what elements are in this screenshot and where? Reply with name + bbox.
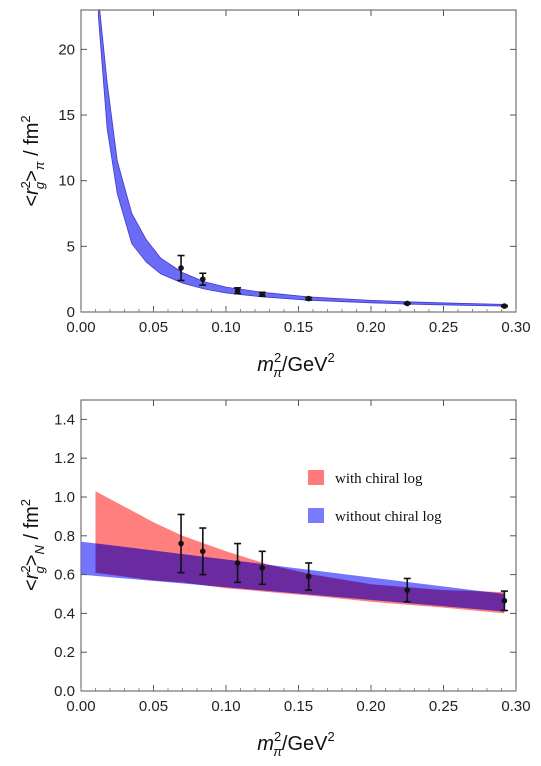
x-tick-label: 0.25 <box>429 319 458 336</box>
data-marker <box>200 276 206 282</box>
x-tick-label: 0.20 <box>356 698 385 715</box>
x-tick-label: 0.15 <box>284 698 313 715</box>
fit-band <box>98 10 505 307</box>
data-point <box>500 590 508 612</box>
data-point <box>305 295 313 302</box>
data-point <box>234 542 242 584</box>
y-tick-label: 0.4 <box>54 605 75 622</box>
pion-radius-chart: 0.00 0.05 0.10 0.15 0.20 0.25 0.30 0 5 10 15 20 <r… <box>18 9 531 380</box>
x-tick-label: 0.05 <box>139 698 168 715</box>
data-point <box>403 577 411 603</box>
data-marker <box>234 287 241 294</box>
data-point <box>199 272 207 286</box>
data-marker <box>234 560 241 566</box>
y-tick-label: 0.2 <box>54 644 75 661</box>
data-marker <box>305 573 312 580</box>
data-point <box>258 550 266 586</box>
legend-swatch-with-chiral-log <box>308 470 324 485</box>
y-tick-label: 1.2 <box>54 450 75 467</box>
nucleon-radius-chart: 0.00 0.05 0.10 0.15 0.20 0.25 0.30 0.0 0.2 0.4 0.… <box>18 399 531 759</box>
x-tick-label: 0.30 <box>501 319 530 336</box>
data-marker <box>501 597 508 604</box>
data-point <box>199 527 207 576</box>
data-marker <box>501 303 508 309</box>
y-tick-label: 0.0 <box>54 683 75 700</box>
data-point <box>177 254 185 282</box>
y-tick-label: 20 <box>58 41 75 58</box>
data-marker <box>259 565 266 571</box>
y-tick-label: 0.8 <box>54 528 75 545</box>
x-tick-label: 0.10 <box>211 698 240 715</box>
data-marker <box>178 265 184 271</box>
data-point <box>258 291 266 298</box>
y-tick-label: 1.0 <box>54 489 75 506</box>
legend-label-with-chiral-log: with chiral log <box>335 471 423 487</box>
band-overlap <box>95 541 505 612</box>
y-axis-label: <r2g>N / fm2 <box>18 499 47 591</box>
data-point <box>500 303 508 309</box>
x-axis-label: m2 π/GeV2 <box>257 729 334 759</box>
legend-swatch-without-chiral-log <box>308 508 324 523</box>
data-point <box>305 562 313 591</box>
x-axis-label: m2 π/GeV2 <box>257 350 334 380</box>
data-point <box>403 300 411 307</box>
x-tick-label: 0.20 <box>356 319 385 336</box>
x-tick-label: 0.05 <box>139 319 168 336</box>
data-point <box>177 513 185 574</box>
data-point <box>234 287 242 295</box>
data-marker <box>305 295 312 302</box>
data-marker <box>200 548 206 555</box>
x-tick-label: 0.15 <box>284 319 313 336</box>
x-tick-label: 0.25 <box>429 698 458 715</box>
y-tick-label: 5 <box>67 238 75 255</box>
data-marker <box>259 291 266 298</box>
y-tick-label: 0.6 <box>54 567 75 584</box>
x-tick-label: 0.00 <box>66 319 95 336</box>
y-tick-label: 10 <box>58 173 75 190</box>
x-tick-label: 0.30 <box>501 698 530 715</box>
legend-label-without-chiral-log: without chiral log <box>335 509 442 525</box>
data-marker <box>404 587 411 593</box>
data-marker <box>178 540 184 547</box>
legend: with chiral log without chiral log <box>308 470 442 525</box>
data-marker <box>404 300 411 307</box>
y-tick-label: 0 <box>67 304 75 321</box>
y-axis-label: <r2g>π / fm2 <box>18 115 47 206</box>
y-tick-label: 1.4 <box>54 411 75 428</box>
plot-frame <box>80 9 517 313</box>
x-tick-label: 0.10 <box>211 319 240 336</box>
y-tick-label: 15 <box>58 107 75 124</box>
x-tick-label: 0.00 <box>66 698 95 715</box>
